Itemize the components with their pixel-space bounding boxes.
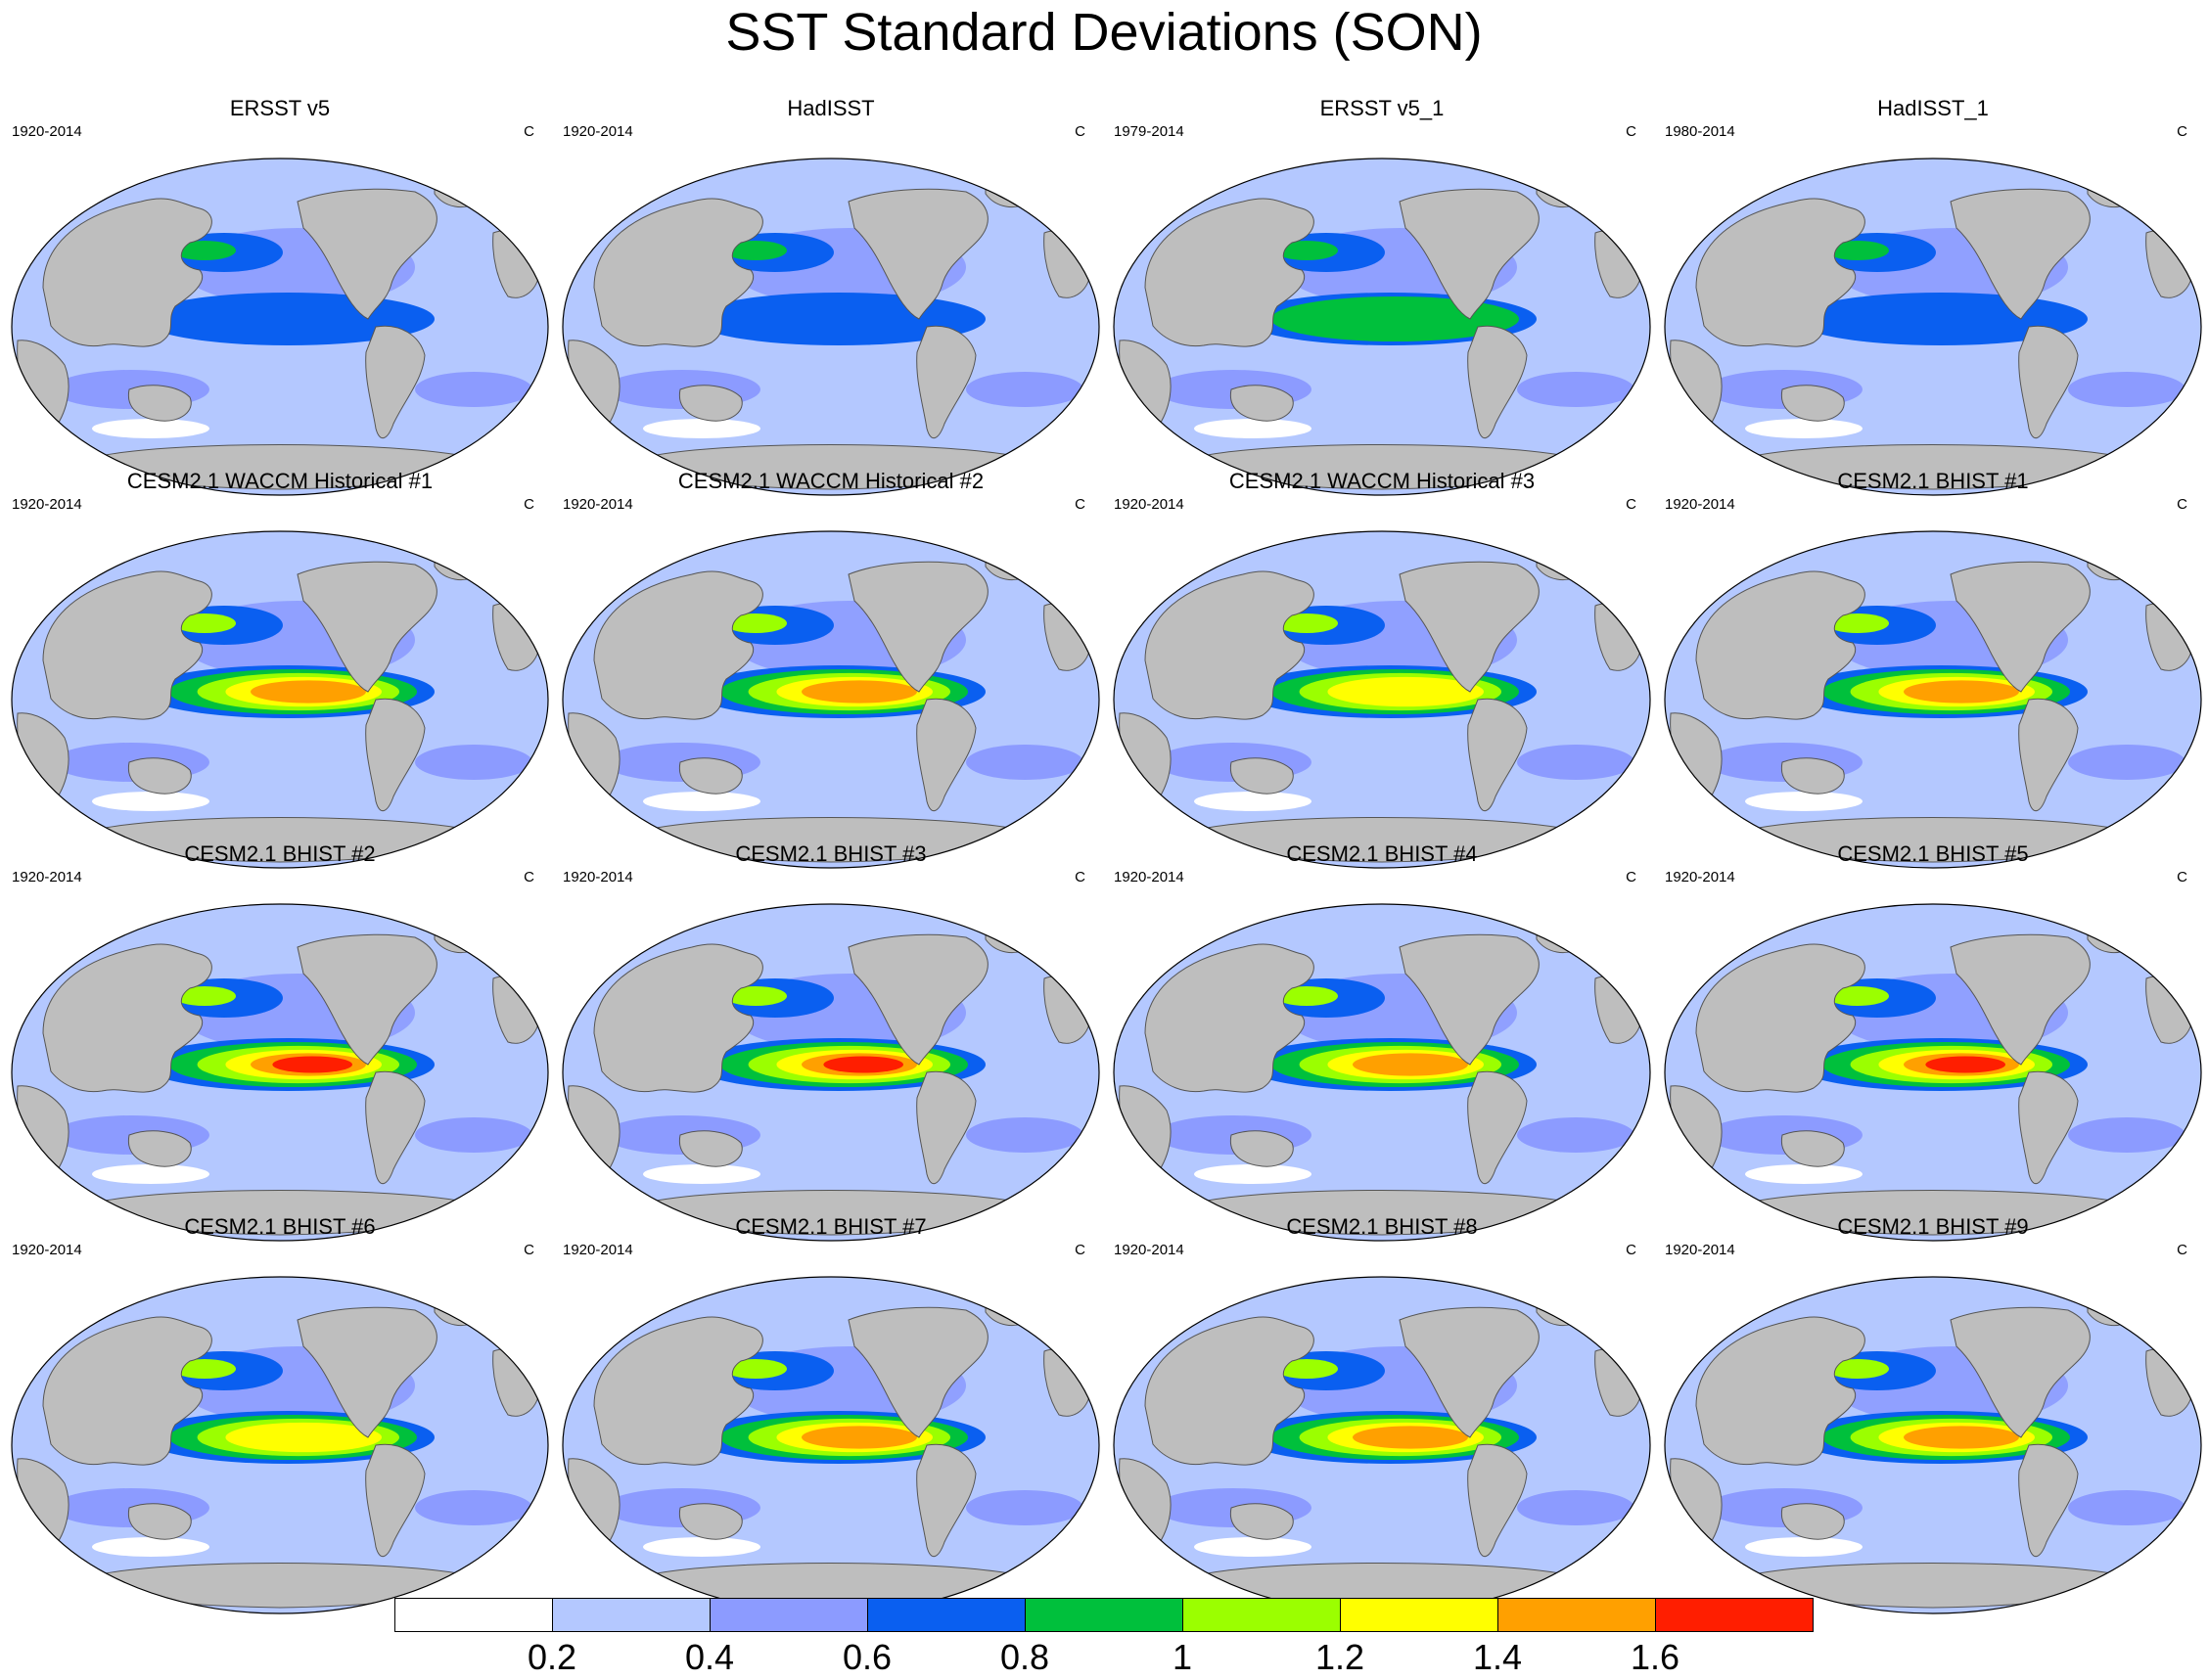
panel-title: CESM2.1 BHIST #8: [1286, 1214, 1478, 1239]
panel-period: 1920-2014: [563, 496, 633, 513]
panel-period: 1920-2014: [12, 869, 82, 885]
map-panel: CESM2.1 BHIST #1 1920-2014 C: [1657, 469, 2208, 869]
map-figure: [1113, 903, 1651, 1242]
panel-period: 1920-2014: [12, 496, 82, 513]
map-panel: HadISST 1920-2014 C: [555, 96, 1107, 496]
map-panel: ERSST v5 1920-2014 C: [4, 96, 556, 496]
map-panel: CESM2.1 BHIST #2 1920-2014 C: [4, 841, 556, 1242]
figure-title: SST Standard Deviations (SON): [725, 3, 1483, 62]
map-figure: [562, 158, 1100, 496]
map-panel: CESM2.1 WACCM Historical #1 1920-2014 C: [4, 469, 556, 869]
map-figure: [1113, 530, 1651, 869]
panel-unit: C: [524, 1242, 534, 1258]
map-panel: CESM2.1 BHIST #5 1920-2014 C: [1657, 841, 2208, 1242]
panel-title: CESM2.1 BHIST #6: [184, 1214, 376, 1239]
panel-title: CESM2.1 BHIST #1: [1837, 469, 2029, 493]
map-panel: CESM2.1 BHIST #4 1920-2014 C: [1106, 841, 1658, 1242]
panel-period: 1980-2014: [1665, 123, 1735, 140]
colorbar-tick-label: 1.6: [1630, 1637, 1680, 1677]
panel-period: 1920-2014: [1665, 1242, 1735, 1258]
panel-unit: C: [2177, 496, 2187, 513]
colorbar-tick-label: 0.2: [527, 1637, 577, 1677]
map-figure: [1664, 530, 2202, 869]
map-figure: [1664, 903, 2202, 1242]
map-figure: [562, 903, 1100, 1242]
panel-period: 1920-2014: [563, 123, 633, 140]
colorbar-tick-label: 1: [1172, 1637, 1193, 1677]
map-figure: [1664, 158, 2202, 496]
colorbar-tick-label: 0.8: [999, 1637, 1050, 1677]
panel-unit: C: [1075, 1242, 1085, 1258]
panel-unit: C: [1626, 1242, 1636, 1258]
panel-unit: C: [1626, 869, 1636, 885]
panel-title: HadISST: [787, 96, 875, 120]
colorbar-segment: [1025, 1598, 1183, 1632]
panel-title: CESM2.1 BHIST #5: [1837, 841, 2029, 866]
panel-period: 1920-2014: [1114, 496, 1184, 513]
panel-unit: C: [1075, 123, 1085, 140]
colorbar-segment: [710, 1598, 868, 1632]
panel-period: 1920-2014: [563, 869, 633, 885]
colorbar-segment: [1655, 1598, 1814, 1632]
colorbar-segment: [1182, 1598, 1341, 1632]
map-panel: CESM2.1 BHIST #6 1920-2014 C: [4, 1214, 556, 1614]
panel-period: 1920-2014: [1114, 1242, 1184, 1258]
map-panel: HadISST_1 1980-2014 C: [1657, 96, 2208, 496]
panel-unit: C: [1075, 869, 1085, 885]
colorbar-segment: [1340, 1598, 1498, 1632]
map-panel: CESM2.1 BHIST #7 1920-2014 C: [555, 1214, 1107, 1614]
map-figure: [11, 903, 549, 1242]
colorbar-tick-label: 0.4: [684, 1637, 735, 1677]
map-figure: [11, 158, 549, 496]
colorbar-tick-label: 0.6: [842, 1637, 893, 1677]
panel-period: 1920-2014: [1665, 869, 1735, 885]
colorbar-segment: [1497, 1598, 1656, 1632]
colorbar-tick-label: 1.2: [1314, 1637, 1365, 1677]
map-figure: [11, 530, 549, 869]
map-figure: [1113, 1276, 1651, 1614]
panel-unit: C: [1626, 496, 1636, 513]
map-figure: [1664, 1276, 2202, 1614]
panel-unit: C: [1626, 123, 1636, 140]
colorbar-tick-label: 1.4: [1472, 1637, 1523, 1677]
panel-title: ERSST v5_1: [1319, 96, 1445, 120]
panel-title: HadISST_1: [1877, 96, 1989, 120]
panel-title: ERSST v5: [229, 96, 331, 120]
panel-title: CESM2.1 WACCM Historical #2: [677, 469, 985, 493]
panel-title: CESM2.1 BHIST #2: [184, 841, 376, 866]
colorbar-segment: [552, 1598, 711, 1632]
panel-period: 1920-2014: [12, 123, 82, 140]
panel-period: 1920-2014: [12, 1242, 82, 1258]
map-panel: CESM2.1 WACCM Historical #3 1920-2014 C: [1106, 469, 1658, 869]
panel-unit: C: [524, 869, 534, 885]
map-panel: CESM2.1 BHIST #8 1920-2014 C: [1106, 1214, 1658, 1614]
map-panel: ERSST v5_1 1979-2014 C: [1106, 96, 1658, 496]
panel-unit: C: [524, 123, 534, 140]
panel-period: 1920-2014: [563, 1242, 633, 1258]
panel-title: CESM2.1 WACCM Historical #3: [1228, 469, 1536, 493]
panel-period: 1920-2014: [1665, 496, 1735, 513]
panel-title: CESM2.1 BHIST #3: [735, 841, 927, 866]
map-panel: CESM2.1 WACCM Historical #2 1920-2014 C: [555, 469, 1107, 869]
panel-unit: C: [2177, 1242, 2187, 1258]
panel-unit: C: [2177, 869, 2187, 885]
panel-title: CESM2.1 BHIST #4: [1286, 841, 1478, 866]
colorbar: [394, 1598, 1814, 1632]
panel-unit: C: [1075, 496, 1085, 513]
panel-title: CESM2.1 BHIST #7: [735, 1214, 927, 1239]
map-figure: [562, 530, 1100, 869]
colorbar-segment: [867, 1598, 1026, 1632]
panel-period: 1920-2014: [1114, 869, 1184, 885]
panel-period: 1979-2014: [1114, 123, 1184, 140]
map-panel: CESM2.1 BHIST #9 1920-2014 C: [1657, 1214, 2208, 1614]
panel-unit: C: [2177, 123, 2187, 140]
panel-title: CESM2.1 BHIST #9: [1837, 1214, 2029, 1239]
map-figure: [562, 1276, 1100, 1614]
panel-unit: C: [524, 496, 534, 513]
colorbar-segment: [394, 1598, 553, 1632]
map-panel: CESM2.1 BHIST #3 1920-2014 C: [555, 841, 1107, 1242]
map-figure: [1113, 158, 1651, 496]
panel-title: CESM2.1 WACCM Historical #1: [126, 469, 434, 493]
map-figure: [11, 1276, 549, 1614]
